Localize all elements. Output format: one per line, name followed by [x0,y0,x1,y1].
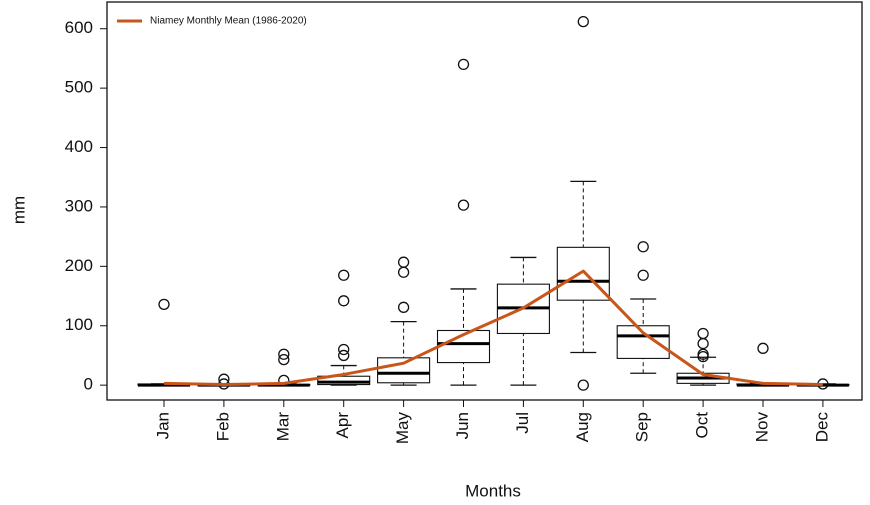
outlier [697,327,709,340]
outlier [637,269,649,281]
outlier [457,199,470,211]
x-tick-label: May [393,412,412,445]
outlier [278,374,290,387]
outlier [397,301,410,313]
x-tick-label: Aug [573,412,592,442]
x-tick-label: Nov [752,412,771,443]
y-tick-label: 400 [65,137,93,156]
legend-label: Niamey Monthly Mean (1986-2020) [150,16,307,27]
y-tick-label: 500 [65,78,93,97]
box [616,325,670,359]
y-tick-label: 600 [65,18,93,37]
mean-line [163,269,823,387]
outlier [338,349,350,362]
outlier [338,343,350,356]
box [317,375,371,386]
x-tick-label: Feb [213,412,232,441]
x-tick-label: Dec [812,412,831,443]
x-tick-label: Oct [693,412,712,439]
y-tick-label: 100 [65,315,93,334]
outlier [637,241,649,253]
outlier [338,295,350,307]
outlier [397,266,410,278]
y-tick-label: 300 [65,196,93,215]
plot-frame [106,1,863,401]
box [556,246,610,301]
y-tick-label: 0 [84,375,93,394]
outlier [397,256,410,268]
outlier [278,348,290,360]
x-tick-label: Sep [633,412,652,442]
outlier [697,350,709,363]
outlier [577,379,589,391]
outlier [338,269,350,281]
x-axis-label: Months [465,481,521,500]
x-tick-label: Jan [153,412,172,439]
outlier [278,353,290,366]
x-tick-label: Apr [333,412,352,439]
outlier [158,298,170,311]
x-tick-label: Mar [273,412,292,442]
outlier [577,15,589,28]
outlier [697,337,709,350]
y-axis-label: mm [9,196,28,224]
y-tick-label: 200 [65,256,93,275]
x-tick-label: Jul [513,412,532,434]
x-tick-label: Jun [453,412,472,439]
outlier [457,58,470,71]
outlier [757,342,769,354]
